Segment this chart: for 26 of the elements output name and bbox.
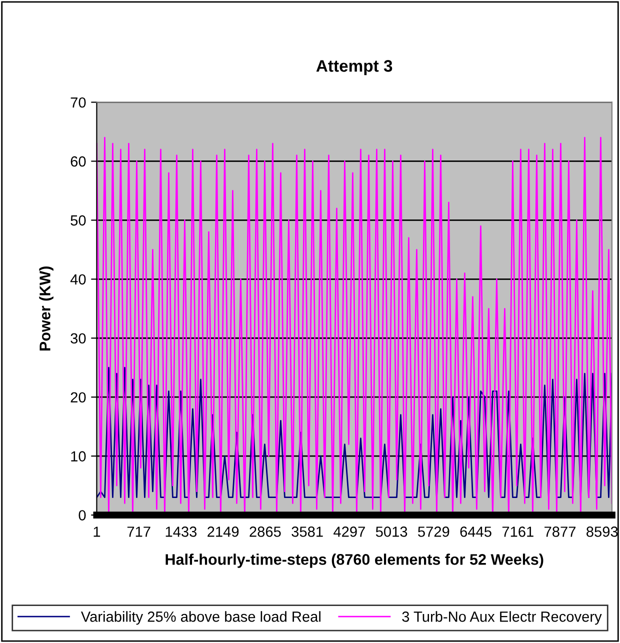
- x-tick-label: 5729: [418, 526, 450, 537]
- y-tick-label: 30: [70, 333, 86, 344]
- x-tick-label: 717: [127, 526, 150, 537]
- legend-label: Variability 25% above base load Real: [80, 611, 320, 625]
- y-tick-label: 60: [70, 156, 86, 167]
- x-tick-label: 7161: [502, 526, 534, 537]
- y-tick-label: 50: [70, 215, 86, 226]
- chart-title: Attempt 3: [316, 60, 392, 76]
- x-tick-label: 5013: [376, 526, 408, 537]
- legend-label: 3 Turb-No Aux Electr Recovery: [402, 611, 602, 625]
- x-tick-label: 6445: [460, 526, 492, 537]
- x-tick-label: 7877: [544, 526, 576, 537]
- y-axis-title: Power (KW): [39, 266, 54, 350]
- y-tick-label: 40: [70, 274, 86, 285]
- x-tick-label: 3581: [292, 526, 323, 537]
- y-tick-label: 10: [71, 451, 86, 462]
- x-tick-label: 8593: [586, 526, 618, 537]
- x-axis-title: Half-hourly-time-steps (8760 elements for 52 Weeks): [166, 554, 544, 568]
- y-tick-label: 20: [70, 392, 86, 403]
- x-tick-label: 2865: [250, 526, 281, 537]
- y-tick-label: 0: [78, 510, 86, 520]
- y-tick-label: 70: [70, 97, 86, 108]
- x-tick-label: 4297: [334, 526, 365, 537]
- x-tick-label: 2149: [208, 526, 239, 537]
- x-tick-label: 1: [94, 526, 100, 537]
- x-tick-label: 1433: [166, 526, 197, 537]
